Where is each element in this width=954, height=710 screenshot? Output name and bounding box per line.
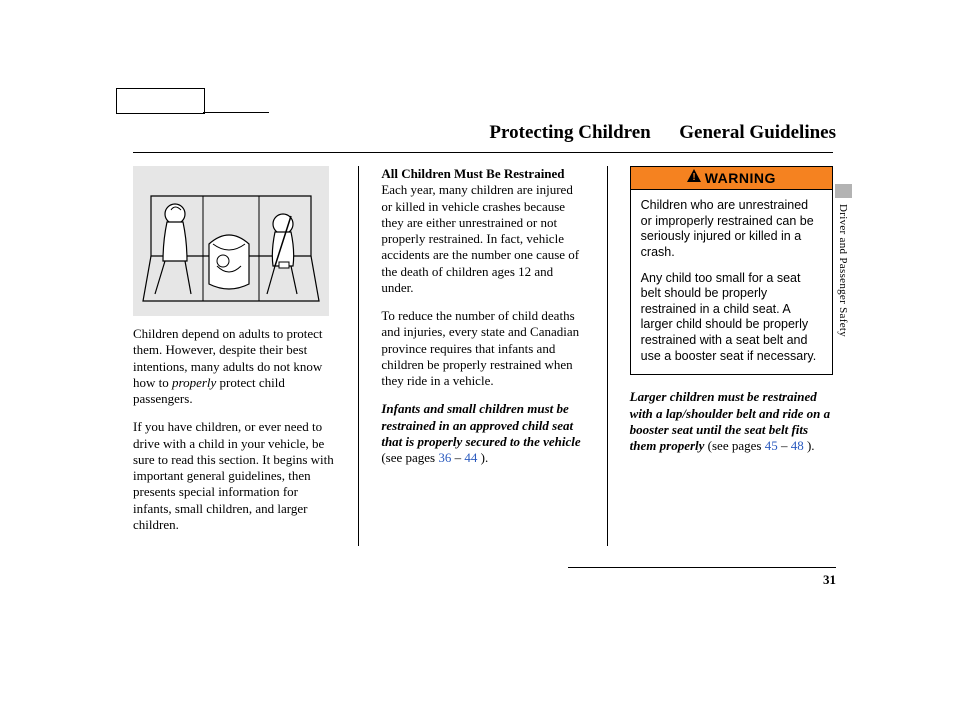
- page-title: Protecting Children General Guidelines: [489, 122, 836, 144]
- child-seat-illustration: [133, 166, 329, 316]
- page-number-rule: [568, 567, 836, 568]
- breadcrumb-box: [116, 88, 205, 114]
- warning-triangle-icon: !: [687, 169, 701, 187]
- section-tab-marker: [835, 184, 852, 198]
- page-link-36[interactable]: 36: [438, 450, 451, 465]
- col2-paragraph-3: Infants and small children must be restr…: [381, 401, 584, 466]
- title-right: General Guidelines: [679, 122, 836, 143]
- warning-paragraph-1: Children who are unrestrained or imprope…: [641, 198, 822, 261]
- col1-paragraph-2: If you have children, or ever need to dr…: [133, 419, 336, 533]
- section-tab-label: Driver and Passenger Safety: [837, 204, 849, 337]
- page-number: 31: [823, 572, 836, 588]
- warning-body: Children who are unrestrained or imprope…: [631, 190, 832, 374]
- page-link-48[interactable]: 48: [791, 438, 804, 453]
- page-link-45[interactable]: 45: [765, 438, 778, 453]
- col1-paragraph-1: Children depend on adults to protect the…: [133, 326, 336, 407]
- warning-header: ! WARNING: [631, 167, 832, 190]
- column-1: Children depend on adults to protect the…: [133, 166, 336, 546]
- title-left: Protecting Children: [489, 122, 650, 143]
- page-link-44[interactable]: 44: [464, 450, 477, 465]
- column-divider-2: [607, 166, 608, 546]
- breadcrumb-underline: [203, 112, 269, 113]
- col2-paragraph-1: All Children Must Be Restrained Each yea…: [381, 166, 584, 296]
- warning-paragraph-2: Any child too small for a seat belt shou…: [641, 271, 822, 365]
- column-divider-1: [358, 166, 359, 546]
- col2-paragraph-2: To reduce the number of child deaths and…: [381, 308, 584, 389]
- svg-text:!: !: [692, 172, 695, 182]
- content-columns: Children depend on adults to protect the…: [133, 166, 833, 546]
- column-2: All Children Must Be Restrained Each yea…: [381, 166, 584, 546]
- col3-paragraph-after: Larger children must be restrained with …: [630, 389, 833, 454]
- section-tab: Driver and Passenger Safety: [834, 184, 852, 337]
- manual-page: Protecting Children General Guidelines: [0, 0, 954, 710]
- col2-heading: All Children Must Be Restrained: [381, 166, 564, 181]
- warning-box: ! WARNING Children who are unrestrained …: [630, 166, 833, 375]
- title-rule: [133, 152, 833, 153]
- column-3: ! WARNING Children who are unrestrained …: [630, 166, 833, 546]
- warning-label: WARNING: [705, 170, 776, 186]
